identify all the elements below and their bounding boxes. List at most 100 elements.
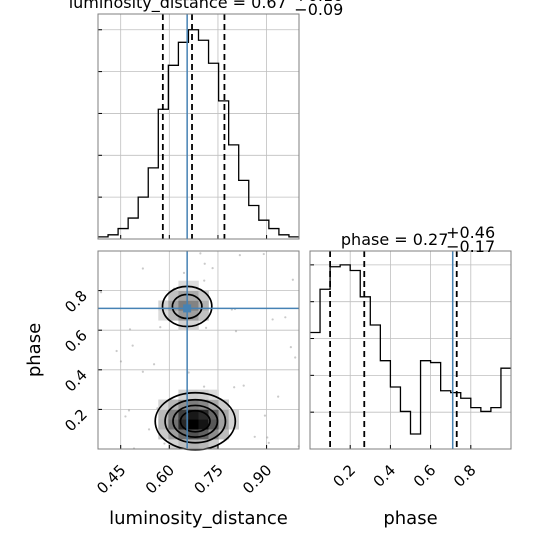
- density-cell: [178, 439, 189, 450]
- density-cell: [198, 409, 209, 420]
- density-cell: [228, 419, 239, 430]
- density-sample-point: [267, 441, 270, 444]
- density-cell: [218, 399, 229, 410]
- density-cell: [168, 409, 179, 420]
- density-sample-point: [128, 328, 132, 331]
- density-cell: [218, 429, 229, 440]
- density-sample-point: [202, 385, 206, 388]
- density-cell: [188, 429, 199, 440]
- density-cell: [158, 429, 169, 440]
- phase-hist-xtick-label: 0.4: [370, 461, 400, 491]
- density-cell: [218, 419, 229, 430]
- density-cell: [198, 419, 209, 430]
- density-sample-point: [263, 414, 267, 417]
- density-cell: [158, 310, 169, 321]
- density-cell: [198, 439, 209, 450]
- density-cell: [158, 419, 169, 430]
- density-sample-point: [199, 252, 202, 255]
- density-cell: [158, 409, 169, 420]
- density-sample-point: [253, 435, 256, 438]
- density-cell: [198, 290, 209, 301]
- lumdist-hist-frame: [97, 13, 300, 240]
- density-cell: [178, 419, 189, 430]
- density-cell: [168, 300, 179, 311]
- density-sample-point: [238, 254, 241, 257]
- density-sample-point: [204, 326, 208, 329]
- density-cell: [198, 310, 209, 321]
- lumdist-hist-histogram-step: [98, 29, 299, 238]
- density-sample-point: [203, 279, 206, 282]
- density-sample-point: [291, 278, 294, 281]
- density-sample-point: [289, 346, 292, 349]
- density-contour: [179, 409, 211, 433]
- density-truth-marker: [183, 304, 192, 313]
- density-ytick-label: 0.4: [61, 366, 91, 396]
- density-cell: [158, 300, 169, 311]
- phase-hist-xtick-label: 0.6: [410, 461, 440, 491]
- density-cell: [198, 389, 209, 400]
- density-cell: [188, 389, 199, 400]
- density-cell: [198, 429, 209, 440]
- density-sample-point: [211, 266, 214, 270]
- density-cell: [198, 300, 209, 311]
- density-sample-point: [284, 316, 287, 319]
- density-sample-point: [141, 370, 144, 373]
- density-ytick-label: 0.2: [61, 406, 91, 436]
- density-sample-point: [233, 386, 236, 389]
- xlabel-phase: phase: [383, 508, 437, 529]
- density-cell: [208, 409, 219, 420]
- density-cell: [188, 280, 199, 291]
- phase-hist-histogram-step: [310, 264, 511, 435]
- density-sample-point: [124, 415, 127, 418]
- density-cell: [168, 429, 179, 440]
- density-cell: [208, 419, 219, 430]
- density-sample-point: [131, 344, 134, 347]
- density-cell: [178, 320, 189, 331]
- density-cell: [188, 409, 199, 420]
- density-sample-point: [99, 291, 103, 294]
- density-sample-point: [182, 271, 186, 274]
- density-sample-point: [271, 318, 274, 321]
- density-ytick-label: 0.8: [61, 287, 91, 317]
- density-ylabel: phase: [24, 323, 45, 377]
- phase-hist-title-minus: −0.17: [446, 237, 495, 256]
- density-cell: [168, 290, 179, 301]
- density-sample-point: [156, 407, 159, 410]
- density-contour: [154, 391, 237, 451]
- density-sample-point: [187, 371, 190, 374]
- phase-hist-title-plus: +0.46: [446, 223, 495, 242]
- lumdist-hist-title-minus: −0.09: [294, 0, 343, 19]
- xlabel-luminosity-distance: luminosity_distance: [109, 508, 288, 529]
- density-cell: [188, 310, 199, 321]
- phase-hist-title: phase = 0.27: [341, 230, 448, 249]
- density-sample-point: [242, 384, 245, 387]
- density-contour: [172, 404, 219, 438]
- density-sample-point: [159, 326, 162, 329]
- density-sample-point: [163, 442, 166, 445]
- density-sample-point: [266, 436, 269, 439]
- density-cell: [178, 310, 189, 321]
- density-sample-point: [141, 267, 144, 270]
- density-cell: [188, 300, 199, 311]
- density-sample-point: [234, 330, 238, 333]
- density-sample-point: [127, 409, 131, 412]
- density-cell: [188, 399, 199, 410]
- density-cell: [178, 399, 189, 410]
- lumdist-hist-title: luminosity_distance = 0.67: [69, 0, 287, 13]
- density-cell: [168, 310, 179, 321]
- density-contour: [164, 398, 227, 444]
- density-ytick-label: 0.6: [61, 326, 91, 356]
- density-frame: [97, 250, 300, 450]
- density-cell: [168, 439, 179, 450]
- density-xtick-label: 0.60: [142, 461, 178, 497]
- density-sample-point: [203, 262, 206, 265]
- density-cell: [168, 399, 179, 410]
- density-cell: [208, 389, 219, 400]
- density-sample-point: [147, 428, 151, 431]
- density-cell: [198, 399, 209, 410]
- lumdist-hist-title-plus: +0.10: [294, 0, 343, 5]
- density-sample-point: [152, 363, 156, 366]
- density-sample-point: [119, 360, 123, 363]
